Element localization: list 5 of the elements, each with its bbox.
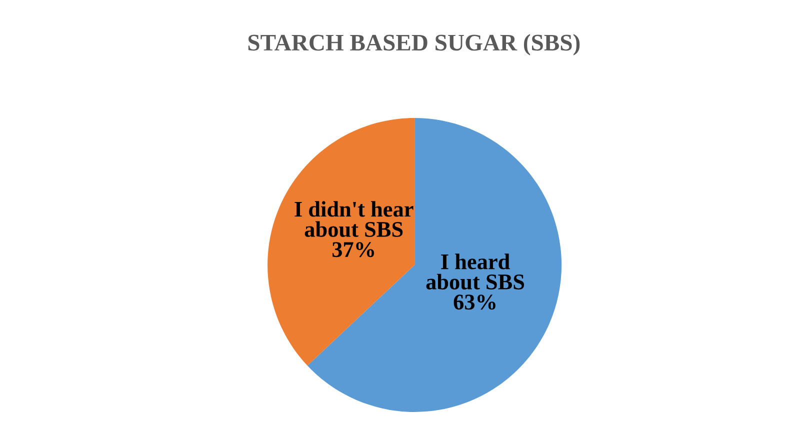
data-label: 37%	[332, 242, 374, 258]
slice-label: I didn't hear about SBS	[294, 201, 414, 237]
slice-label: I heard about SBS	[426, 254, 524, 290]
data-label: 63%	[454, 294, 496, 310]
chart-title: STARCH BASED SUGAR (SBS)	[248, 34, 580, 56]
